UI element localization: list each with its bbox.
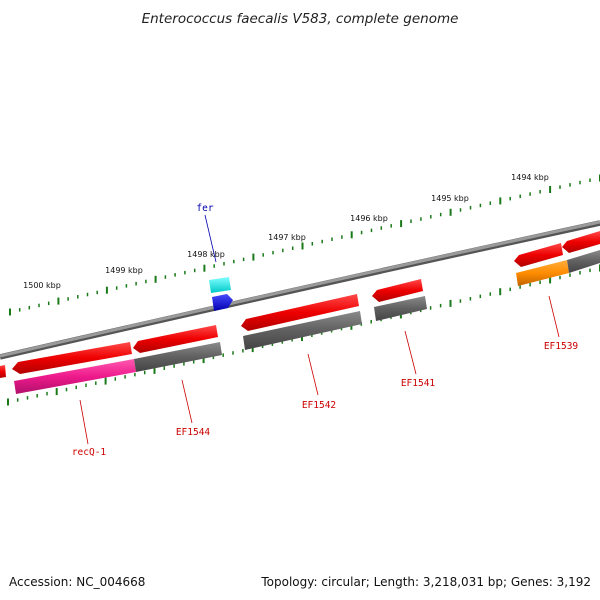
fer-gene-box[interactable] <box>209 277 231 293</box>
gene-labels: recQ-1 EF1544 EF1542 EF1541 EF1539 fer <box>72 203 579 458</box>
accession-text: Accession: NC_004668 <box>9 575 145 589</box>
inner-scale-ticks <box>7 264 600 406</box>
gene-label-recQ-1[interactable]: recQ-1 <box>72 447 107 458</box>
gene-label-EF1539[interactable]: EF1539 <box>544 341 579 352</box>
gene-bar-recQ-1[interactable] <box>14 359 136 394</box>
scale-label-1499kbp: 1499 kbp <box>105 266 143 275</box>
fer-gene-arrow[interactable] <box>212 294 233 311</box>
genome-backbone <box>0 220 600 360</box>
fer-feature <box>209 277 233 311</box>
scale-label-1497kbp: 1497 kbp <box>268 233 306 242</box>
scale-label-1498kbp: 1498 kbp <box>187 250 225 259</box>
scale-label-1494kbp: 1494 kbp <box>511 173 549 182</box>
gene-arrow-EF1542[interactable] <box>241 294 359 331</box>
genome-summary-text: Topology: circular; Length: 3,218,031 bp… <box>260 575 591 589</box>
gene-bar-EF1544[interactable] <box>134 342 222 372</box>
genome-title: Enterococcus faecalis V583, complete gen… <box>142 11 459 27</box>
gene-arrow-EF1539-forward[interactable] <box>514 243 563 267</box>
gene-arrow-EF1544[interactable] <box>133 325 218 353</box>
gene-label-fer[interactable]: fer <box>196 203 213 214</box>
gene-label-EF1541[interactable]: EF1541 <box>401 378 436 389</box>
outer-scale-ticks <box>9 174 600 316</box>
scale-label-1495kbp: 1495 kbp <box>431 194 469 203</box>
forward-strand-features <box>0 231 600 378</box>
gene-label-EF1542[interactable]: EF1542 <box>302 400 336 411</box>
gene-arrow-EF1541[interactable] <box>372 279 423 302</box>
scale-labels: 1500 kbp 1499 kbp 1498 kbp 1497 kbp 1496… <box>23 173 549 290</box>
gene-bar-EF1542[interactable] <box>243 311 362 350</box>
gene-arrow-left-partial[interactable] <box>0 365 6 378</box>
gene-bar-EF1541[interactable] <box>374 296 427 321</box>
gene-arrow-recQ-1[interactable] <box>12 342 132 374</box>
label-leader-lines <box>79 214 560 445</box>
gene-label-EF1544[interactable]: EF1544 <box>176 427 211 438</box>
reverse-strand-features <box>14 250 600 394</box>
scale-label-1500kbp: 1500 kbp <box>23 281 61 290</box>
scale-label-1496kbp: 1496 kbp <box>350 214 388 223</box>
gene-bar-right-partial[interactable] <box>567 250 600 273</box>
gene-bar-EF1539[interactable] <box>516 260 569 286</box>
gene-arrow-right-partial[interactable] <box>562 231 600 253</box>
